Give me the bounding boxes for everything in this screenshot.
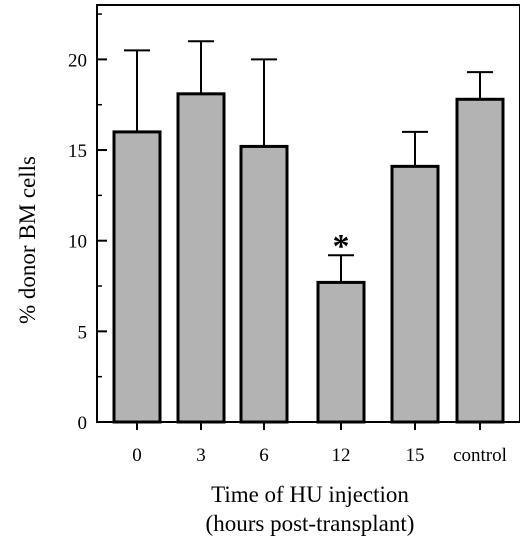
y-tick-label-10: 10 xyxy=(68,232,87,253)
x-tick-label-6: 6 xyxy=(259,445,269,466)
bar-6 xyxy=(239,144,289,424)
x-tick-label-3: 3 xyxy=(196,445,206,466)
y-tick-label-0: 0 xyxy=(78,413,88,434)
x-axis-title-line2: (hours post-transplant) xyxy=(206,511,415,536)
bar-control xyxy=(455,97,505,424)
y-tick-label-15: 15 xyxy=(68,141,87,162)
bar-0 xyxy=(112,130,162,424)
x-tick-label-12: 12 xyxy=(332,445,351,466)
x-tick-label-0: 0 xyxy=(132,445,142,466)
bars-layer: * xyxy=(112,40,505,424)
x-axis-title-line1: Time of HU injection xyxy=(211,482,409,507)
plot-frame xyxy=(96,4,520,423)
bar-15 xyxy=(390,164,440,424)
y-tick-label-20: 20 xyxy=(68,50,87,71)
significance-asterisk: * xyxy=(333,228,350,265)
y-tick-label-5: 5 xyxy=(78,322,88,343)
y-axis-title: % donor BM cells xyxy=(15,156,40,324)
x-tick-label-control: control xyxy=(453,445,507,466)
x-tick-label-15: 15 xyxy=(406,445,425,466)
x-axis-ticks: 0 3 6 12 15 control xyxy=(132,422,507,466)
bar-12 xyxy=(316,280,366,424)
y-axis-ticks: 0 5 10 15 20 xyxy=(68,13,107,434)
bar-3 xyxy=(176,92,226,424)
